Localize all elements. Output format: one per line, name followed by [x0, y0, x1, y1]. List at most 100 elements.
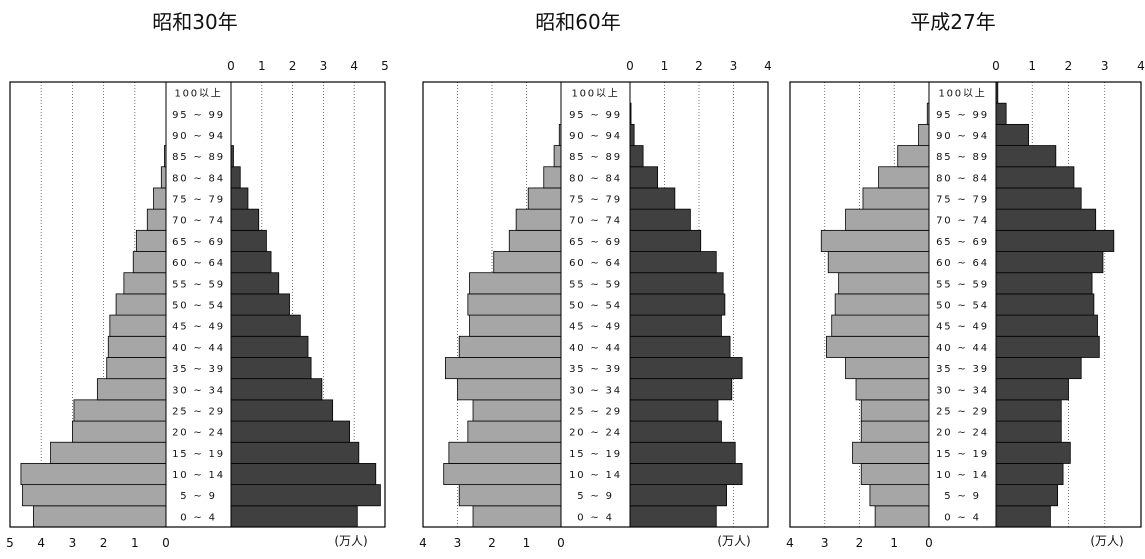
left-bar [897, 145, 930, 168]
left-bar [106, 357, 167, 380]
left-tick-label: 2 [856, 536, 864, 550]
right-bar [995, 357, 1082, 380]
age-group-label: 90 ~ 94 [936, 131, 989, 142]
left-tick-label: 2 [488, 536, 496, 550]
left-bar [472, 399, 562, 422]
age-group-label: 70 ~ 74 [569, 216, 622, 227]
right-bar [629, 208, 691, 231]
right-tick-label: 3 [320, 59, 328, 73]
left-bar [827, 251, 930, 274]
age-group-label: 5 ~ 9 [944, 491, 980, 502]
left-bar [115, 293, 167, 316]
right-bar [629, 314, 722, 337]
left-tick-label: 1 [890, 536, 898, 550]
left-bar [831, 314, 930, 337]
left-bar [820, 229, 930, 252]
left-tick-label: 2 [100, 536, 108, 550]
age-group-label: 75 ~ 79 [569, 195, 622, 206]
age-group-label: 5 ~ 9 [180, 491, 216, 502]
right-tick-label: 1 [661, 59, 669, 73]
age-group-label: 15 ~ 19 [569, 449, 622, 460]
left-bar [845, 208, 930, 231]
age-group-label: 90 ~ 94 [172, 131, 225, 142]
left-bar [448, 441, 562, 464]
right-tick-label: 0 [626, 59, 634, 73]
age-group-label: 40 ~ 44 [936, 343, 989, 354]
left-bar [445, 357, 562, 380]
left-tick-label: 3 [454, 536, 462, 550]
right-bar [230, 484, 381, 507]
left-bar [107, 335, 167, 358]
right-bar [995, 187, 1082, 210]
right-bar [995, 251, 1104, 274]
age-group-label: 0 ~ 4 [944, 512, 980, 523]
right-bar [995, 378, 1069, 401]
left-tick-label: 3 [69, 536, 77, 550]
age-group-label: 85 ~ 89 [936, 152, 989, 163]
left-tick-label: 5 [6, 536, 14, 550]
left-bar [508, 229, 562, 252]
right-bar [995, 463, 1064, 486]
right-bar [629, 166, 659, 189]
left-bar [852, 441, 930, 464]
left-tick-label: 4 [786, 536, 794, 550]
age-group-label: 90 ~ 94 [569, 131, 622, 142]
left-bar [878, 166, 930, 189]
age-group-label: 35 ~ 39 [936, 364, 989, 375]
left-tick-label: 0 [557, 536, 565, 550]
left-bar [96, 378, 167, 401]
age-group-label: 30 ~ 34 [172, 385, 225, 396]
right-bar [629, 505, 717, 528]
age-group-label: 95 ~ 99 [936, 110, 989, 121]
age-group-label: 70 ~ 74 [172, 216, 225, 227]
age-group-label: 20 ~ 24 [569, 428, 622, 439]
right-bar [230, 272, 280, 295]
age-group-label: 80 ~ 84 [936, 173, 989, 184]
age-group-label: 65 ~ 69 [172, 237, 225, 248]
age-group-label: 55 ~ 59 [936, 279, 989, 290]
age-group-label: 50 ~ 54 [936, 301, 989, 312]
left-bar [443, 463, 562, 486]
age-group-label: 45 ~ 49 [172, 322, 225, 333]
right-bar [629, 251, 717, 274]
left-tick-label: 1 [523, 536, 531, 550]
right-bar [995, 123, 1030, 146]
left-bar [22, 484, 167, 507]
left-bar [834, 293, 930, 316]
right-tick-label: 1 [1028, 59, 1036, 73]
left-bar [458, 484, 562, 507]
unit-label: (万人) [717, 534, 750, 548]
right-bar [230, 378, 323, 401]
left-bar [467, 293, 562, 316]
age-group-label: 80 ~ 84 [172, 173, 225, 184]
left-bar [132, 251, 167, 274]
right-bar [995, 441, 1071, 464]
age-group-label: 75 ~ 79 [172, 195, 225, 206]
right-tick-label: 3 [1101, 59, 1109, 73]
pyramid-panel-1: 昭和30年 0 ~ 4 5 ~ 9 10 ~ 14 15 ~ 19 20 ~ 24 25 … [5, 0, 389, 559]
age-group-label: 100以上 [174, 88, 222, 100]
right-tick-label: 5 [381, 59, 389, 73]
right-tick-label: 2 [695, 59, 703, 73]
age-group-label: 95 ~ 99 [569, 110, 622, 121]
left-tick-label: 1 [131, 536, 139, 550]
left-bar [860, 420, 930, 443]
right-tick-label: 2 [1065, 59, 1073, 73]
age-group-label: 80 ~ 84 [569, 173, 622, 184]
age-group-label: 65 ~ 69 [936, 237, 989, 248]
left-bar [457, 378, 562, 401]
left-tick-label: 4 [37, 536, 45, 550]
left-bar [20, 463, 167, 486]
right-bar [629, 335, 731, 358]
left-bar [72, 420, 167, 443]
right-bar [995, 272, 1093, 295]
right-tick-label: 2 [289, 59, 297, 73]
age-group-label: 60 ~ 64 [172, 258, 225, 269]
right-bar [230, 166, 241, 189]
right-bar [230, 463, 377, 486]
right-bar [629, 378, 733, 401]
right-bar [629, 187, 676, 210]
age-group-label: 50 ~ 54 [569, 301, 622, 312]
left-bar [467, 420, 562, 443]
